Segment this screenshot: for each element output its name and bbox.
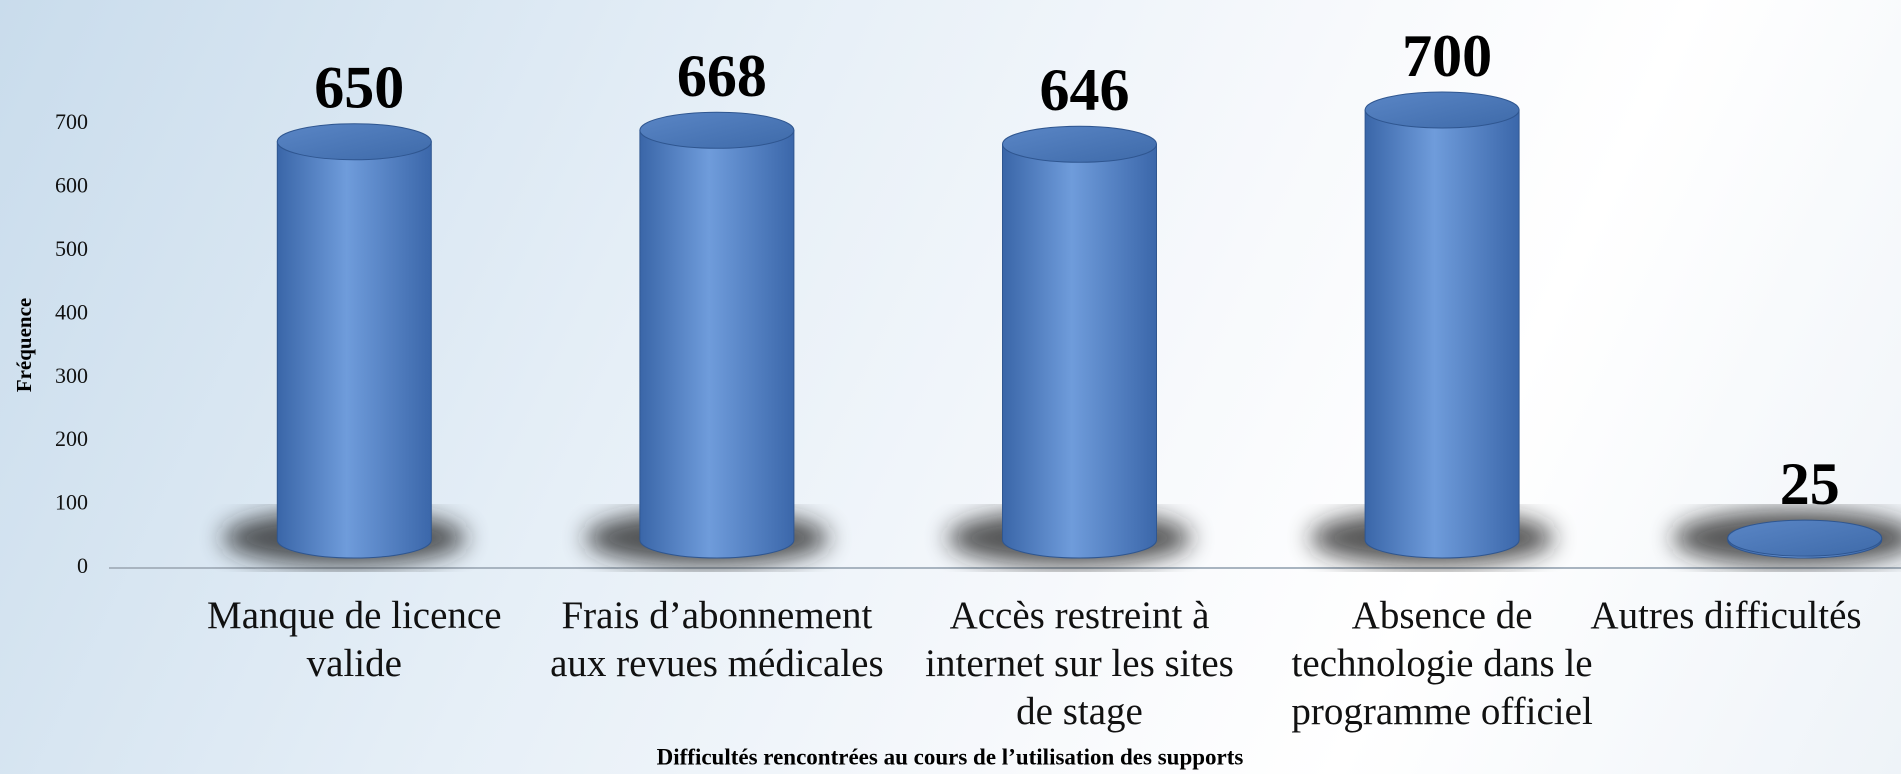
bar — [1364, 109, 1520, 559]
value-label: 25 — [1780, 451, 1840, 517]
y-tick-label: 500 — [55, 236, 88, 261]
y-tick-label: 300 — [55, 363, 88, 388]
bar-top — [1364, 91, 1520, 129]
value-label: 650 — [314, 54, 404, 120]
y-tick-label: 200 — [55, 426, 88, 451]
y-tick-label: 100 — [55, 490, 88, 515]
bar-top — [1727, 519, 1883, 557]
y-tick-label: 600 — [55, 172, 88, 197]
value-label: 668 — [677, 43, 767, 109]
bar-top — [639, 111, 795, 149]
x-tick-label: Accès restreint à internet sur les sites… — [925, 594, 1234, 733]
x-tick-label: Absence de technologie dans le programme… — [1291, 594, 1593, 733]
bar — [1002, 143, 1157, 559]
value-label: 700 — [1402, 23, 1492, 89]
y-axis-label: Fréquence — [12, 298, 36, 392]
bar-top — [276, 123, 432, 161]
x-tick-label: Manque de licence valide — [207, 594, 502, 685]
bar-top — [1002, 125, 1157, 163]
x-tick-label: Frais d’abonnement aux revues médicales — [550, 594, 884, 685]
value-label: 646 — [1040, 57, 1130, 123]
y-tick-label: 0 — [77, 553, 88, 578]
y-tick-label: 700 — [55, 109, 88, 134]
bar — [639, 129, 795, 559]
x-axis-label: Difficultés rencontrées au cours de l’ut… — [657, 744, 1244, 769]
y-tick-label: 400 — [55, 299, 88, 324]
bar — [276, 141, 432, 559]
x-tick-label: Autres difficultés — [1590, 594, 1862, 637]
